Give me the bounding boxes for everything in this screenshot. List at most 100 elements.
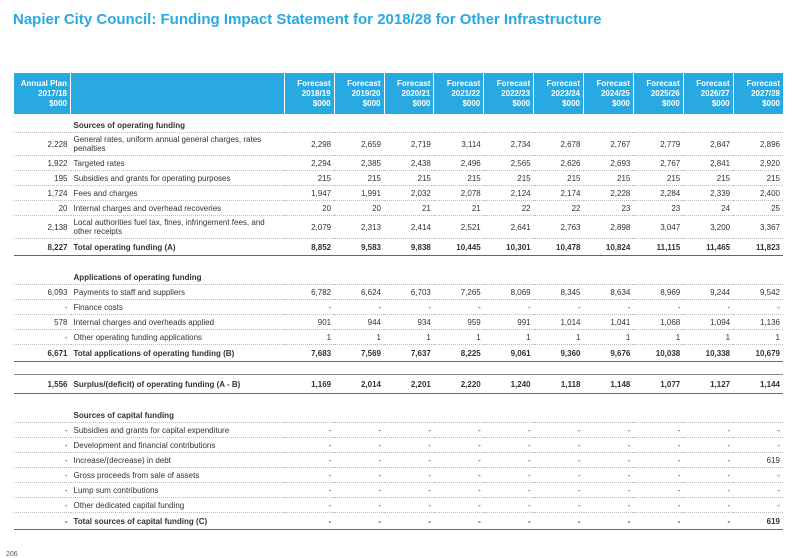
table-row: 578 Internal charges and overheads applie… [13, 314, 783, 330]
forecast-cell: 2,228 [583, 185, 634, 201]
forecast-cell: - [384, 422, 434, 438]
row-label: Total operating funding (A) [70, 238, 285, 256]
forecast-cell: 25 [733, 200, 783, 216]
forecast-cell: 2,124 [483, 185, 534, 201]
forecast-cell [284, 408, 335, 423]
forecast-cell: - [433, 497, 484, 513]
forecast-cell [633, 408, 684, 423]
forecast-cell: - [733, 299, 783, 315]
forecast-cell: - [334, 512, 384, 530]
header-line: $000 [612, 98, 630, 108]
surplus-row: 1,556 Surplus/(deficit) of operating fund… [13, 374, 783, 394]
forecast-cell: 215 [384, 170, 434, 186]
forecast-cell: 215 [334, 170, 384, 186]
forecast-cell: - [733, 497, 783, 513]
forecast-cell: 2,414 [384, 215, 434, 239]
forecast-cell [633, 118, 684, 133]
forecast-cell: 2,220 [433, 374, 484, 394]
forecast-cell: 8,634 [583, 284, 634, 300]
forecast-cell: - [284, 299, 335, 315]
forecast-cell: - [683, 437, 734, 453]
forecast-cell [533, 270, 584, 285]
forecast-cell: 2,626 [533, 155, 584, 171]
forecast-cell: 2,719 [384, 132, 434, 156]
annual-plan-cell: 1,922 [13, 155, 71, 171]
forecast-cell: 8,345 [533, 284, 584, 300]
forecast-cell: 11,823 [733, 238, 783, 256]
header-line: Annual Plan [20, 78, 67, 88]
forecast-cell: - [334, 437, 384, 453]
forecast-cell: 2,767 [583, 132, 634, 156]
forecast-cell: - [633, 437, 684, 453]
row-label: Gross proceeds from sale of assets [70, 467, 285, 483]
forecast-cell: - [284, 422, 335, 438]
forecast-cell: 9,542 [733, 284, 783, 300]
annual-plan-cell: 578 [13, 314, 71, 330]
header-line: 2019/20 [351, 88, 381, 98]
header-line: Forecast [496, 78, 531, 88]
forecast-cell: - [334, 482, 384, 498]
annual-plan-cell: - [13, 497, 71, 513]
annual-plan-cell: - [13, 422, 71, 438]
forecast-cell: - [483, 482, 534, 498]
header-line: 2020/21 [401, 88, 431, 98]
header-line: 2023/24 [551, 88, 580, 98]
forecast-cell: - [583, 482, 634, 498]
header-line: Forecast [297, 78, 331, 88]
table-row: - Other dedicated capital funding - - - - - - - -… [13, 497, 783, 513]
forecast-cell: - [683, 467, 734, 483]
forecast-cell: 3,200 [683, 215, 734, 239]
forecast-cell: 619 [733, 512, 783, 530]
table-row: - Gross proceeds from sale of assets - - - - -… [13, 467, 783, 483]
forecast-cell: 22 [533, 200, 584, 216]
forecast-cell: - [683, 422, 734, 438]
annual-plan-cell: 2,228 [13, 132, 71, 156]
forecast-cell: 6,624 [334, 284, 384, 300]
row-label: Applications of operating funding [70, 270, 285, 285]
row-label: Finance costs [70, 299, 285, 315]
forecast-cell [683, 118, 734, 133]
annual-plan-cell [13, 118, 71, 133]
header-line: Forecast [446, 78, 481, 88]
forecast-cell: 1 [633, 329, 684, 345]
forecast-cell: - [384, 512, 434, 530]
forecast-cell: - [683, 497, 734, 513]
row-label: Lump sum contributions [70, 482, 285, 498]
forecast-cell: - [384, 482, 434, 498]
forecast-cell [334, 270, 384, 285]
forecast-cell [384, 270, 434, 285]
forecast-cell [583, 270, 634, 285]
row-label: Sources of operating funding [70, 118, 285, 133]
forecast-cell: 9,244 [683, 284, 734, 300]
table-header-row: Annual Plan 2017/18 $000 Forecast 2018/19 $00… [13, 73, 783, 114]
header-line: 2024/25 [600, 88, 630, 98]
row-label: Total sources of capital funding (C) [70, 512, 285, 530]
table-row: - Finance costs - - - - - - - - - - [13, 299, 783, 315]
row-label: Fees and charges [70, 185, 285, 201]
forecast-cell: 1 [483, 329, 534, 345]
forecast-cell: 2,014 [334, 374, 384, 394]
header-forecast: Forecast 2021/22 $000 [433, 73, 484, 114]
forecast-cell: 1 [583, 329, 634, 345]
forecast-cell: 8,069 [483, 284, 534, 300]
annual-plan-cell: 6,093 [13, 284, 71, 300]
forecast-cell: 10,301 [483, 238, 534, 256]
header-line: 2022/23 [501, 88, 531, 98]
header-forecast: Forecast 2026/27 $000 [682, 73, 734, 114]
forecast-cell: - [683, 299, 734, 315]
table-row: 20 Internal charges and overhead recoveri… [13, 200, 783, 216]
forecast-cell: - [433, 422, 484, 438]
section-heading-row: Applications of operating funding [13, 270, 783, 285]
forecast-cell: 1,240 [483, 374, 534, 394]
annual-plan-cell: 6,671 [13, 344, 71, 362]
forecast-cell [483, 118, 534, 133]
forecast-cell: 991 [483, 314, 534, 330]
header-forecast: Forecast 2023/24 $000 [533, 73, 584, 114]
row-label: Internal charges and overheads applied [70, 314, 285, 330]
annual-plan-cell: - [13, 512, 71, 530]
forecast-cell: 1,068 [633, 314, 684, 330]
forecast-cell: 215 [583, 170, 634, 186]
header-line: $000 [711, 98, 730, 108]
forecast-cell: - [483, 422, 534, 438]
forecast-cell: - [533, 437, 584, 453]
